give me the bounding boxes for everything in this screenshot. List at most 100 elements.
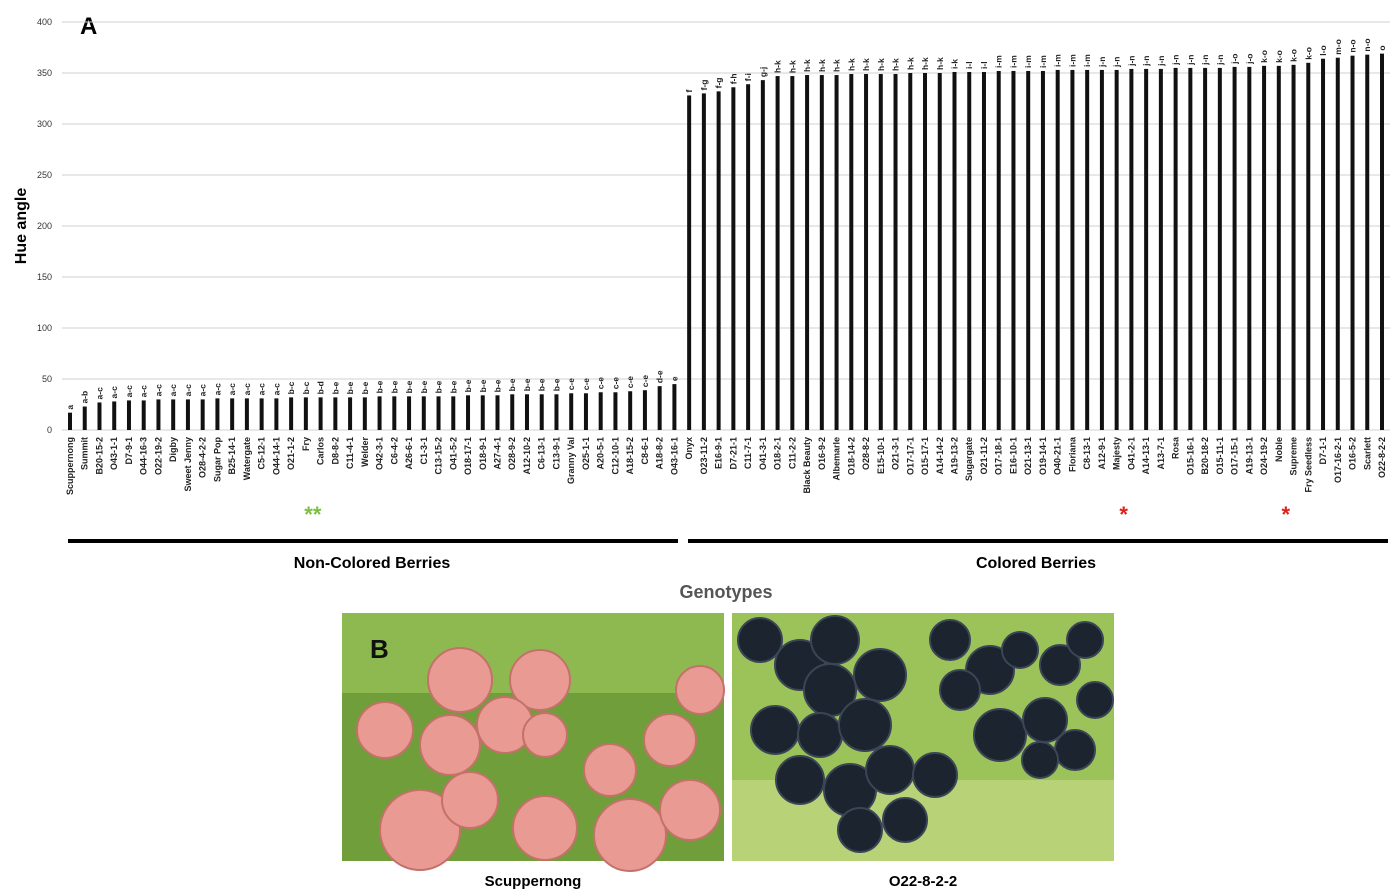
berry (775, 755, 825, 805)
significance-letter: a-c (109, 386, 119, 399)
x-tick-label: Noble (1274, 437, 1284, 462)
significance-letter: j-n (1215, 55, 1225, 66)
bar (318, 397, 323, 430)
bar (451, 396, 456, 430)
significance-letter: i-m (1053, 54, 1063, 67)
bar (1026, 70, 1031, 431)
significance-letter: b-e (537, 378, 547, 391)
bar (289, 397, 294, 430)
bar (1040, 70, 1045, 431)
bar (1276, 65, 1281, 431)
berry (583, 743, 637, 797)
x-tick-label: B20-18-2 (1200, 437, 1210, 475)
x-tick-label: O40-21-1 (1053, 437, 1063, 475)
bar (259, 398, 264, 430)
significance-letter: n-o (1348, 39, 1358, 52)
x-tick-label: C8-13-1 (1082, 437, 1092, 470)
x-tick-label: O21-1-2 (286, 437, 296, 470)
x-tick-label: D7-21-1 (728, 437, 738, 470)
significance-letter: e (669, 376, 679, 381)
berry (593, 798, 667, 872)
x-tick-label: Sweet Jenny (183, 437, 193, 492)
significance-letter: b-c (286, 381, 296, 394)
significance-letter: g-j (758, 67, 768, 77)
berry (1076, 681, 1114, 719)
significance-letter: h-k (832, 59, 842, 72)
significance-letter: j-o (1230, 53, 1240, 64)
x-tick-label: D8-8-2 (330, 437, 340, 465)
x-tick-label: O21-3-1 (891, 437, 901, 470)
bar (1380, 53, 1384, 431)
significance-letter: i-k (949, 59, 959, 69)
x-axis-label: Genotypes (679, 582, 772, 602)
x-tick-label: Granny Val (566, 437, 576, 484)
berry (837, 807, 883, 853)
berry (419, 714, 481, 776)
x-tick-label: A26-6-1 (404, 437, 414, 470)
bar (923, 73, 928, 430)
berry (882, 797, 928, 843)
significance-letter: b-e (493, 379, 503, 392)
significance-letter: h-k (920, 57, 930, 70)
x-tick-label: O28-4-2-2 (198, 437, 208, 478)
bar (598, 392, 603, 430)
x-tick-label: O42-3-1 (375, 437, 385, 470)
significance-letter: b-e (463, 379, 473, 392)
bar (746, 84, 751, 430)
significance-letter: h-k (935, 57, 945, 70)
bar (1114, 69, 1119, 430)
y-tick-label: 0 (47, 425, 52, 435)
bar (539, 394, 544, 430)
significance-letter: i-m (1067, 54, 1077, 67)
significance-letter: i-m (1008, 55, 1018, 68)
berry (810, 615, 860, 665)
bar (1321, 58, 1326, 430)
x-tick-label: A18-8-2 (655, 437, 665, 470)
berry (441, 771, 499, 829)
x-tick-label: C11-7-1 (743, 437, 753, 469)
x-tick-label: Sugargate (964, 437, 974, 481)
bar (185, 399, 190, 430)
x-tick-label: O28-8-2 (861, 437, 871, 470)
x-tick-label: C13-15-2 (434, 437, 444, 475)
significance-letter: b-e (360, 381, 370, 394)
significance-letter: a (65, 405, 75, 410)
annotation: ** (304, 502, 322, 527)
x-tick-label: B20-15-2 (94, 437, 104, 475)
bar (613, 392, 618, 430)
significance-letter: h-k (773, 60, 783, 73)
significance-letter: b-e (478, 379, 488, 392)
x-tick-label: C1-3-1 (419, 437, 429, 465)
bar (82, 406, 87, 430)
significance-letter: j-n (1185, 55, 1195, 66)
bar (156, 399, 161, 430)
significance-letter: h-k (891, 58, 901, 71)
x-tick-label: O43-16-1 (669, 437, 679, 475)
x-tick-label: O18-17-1 (463, 437, 473, 475)
bar (849, 74, 854, 431)
bar (864, 74, 869, 431)
bar (68, 412, 72, 430)
significance-letter: j-n (1097, 57, 1107, 68)
x-tick-label: O15-17-1 (920, 437, 930, 475)
bar (731, 87, 736, 430)
berry (675, 665, 725, 715)
bar (1306, 62, 1311, 431)
significance-letter: a-c (94, 387, 104, 400)
bar (377, 396, 382, 430)
photo (342, 613, 725, 872)
bar (760, 80, 765, 430)
x-tick-label: Fry Seedless (1303, 437, 1313, 493)
x-tick-label: O44-14-1 (271, 437, 281, 475)
x-tick-label: B25-14-1 (227, 437, 237, 475)
bar (878, 74, 883, 431)
x-tick-label: A20-5-1 (596, 437, 606, 470)
x-tick-label: O18-9-1 (478, 437, 488, 470)
panel-label: B (370, 634, 389, 664)
berry (929, 619, 971, 661)
significance-letter: j-n (1156, 56, 1166, 67)
berry (427, 647, 493, 713)
bar (775, 76, 780, 430)
bar (126, 400, 131, 430)
bar (524, 394, 529, 430)
